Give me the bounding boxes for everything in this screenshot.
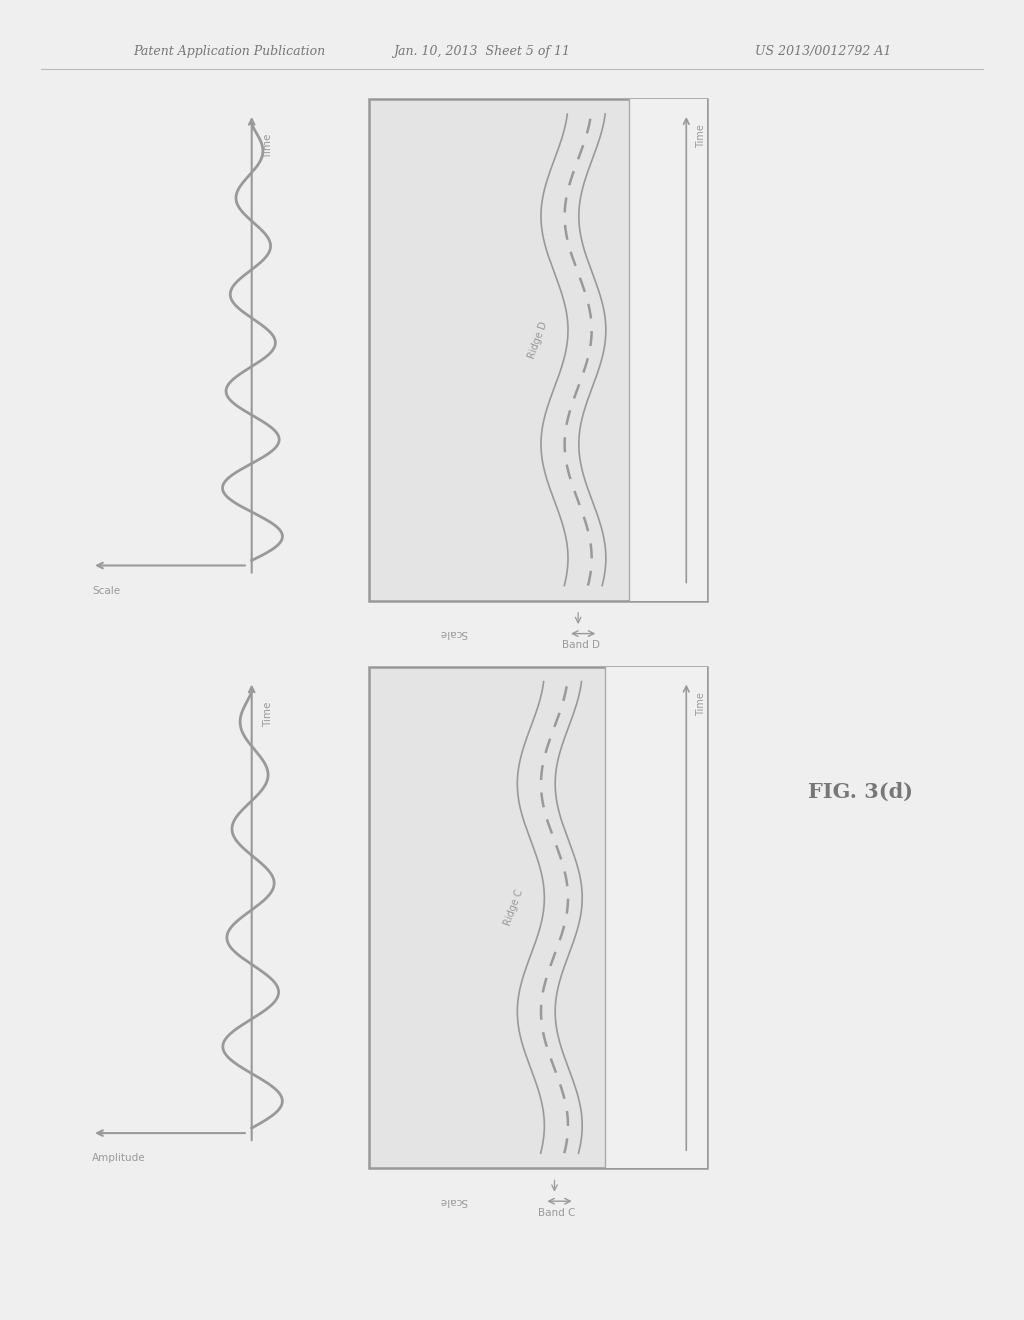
Text: Scale: Scale [439, 1196, 467, 1205]
Bar [629, 99, 707, 601]
Text: Time: Time [263, 702, 273, 727]
Text: Ridge C: Ridge C [503, 888, 525, 927]
Text: Scale: Scale [439, 628, 467, 638]
Text: Band C: Band C [539, 1208, 575, 1218]
Text: Amplitude: Amplitude [92, 1154, 145, 1163]
Text: Jan. 10, 2013  Sheet 5 of 11: Jan. 10, 2013 Sheet 5 of 11 [393, 45, 569, 58]
Text: FIG. 3(d): FIG. 3(d) [808, 781, 912, 803]
Text: Ridge D: Ridge D [526, 319, 549, 359]
Text: Patent Application Publication: Patent Application Publication [133, 45, 326, 58]
Text: Time: Time [696, 124, 707, 148]
Text: US 2013/0012792 A1: US 2013/0012792 A1 [755, 45, 891, 58]
Text: Time: Time [696, 692, 707, 715]
Text: Band D: Band D [562, 640, 600, 651]
Bar [605, 667, 707, 1168]
Text: Time: Time [263, 135, 273, 160]
Text: Scale: Scale [92, 586, 120, 595]
